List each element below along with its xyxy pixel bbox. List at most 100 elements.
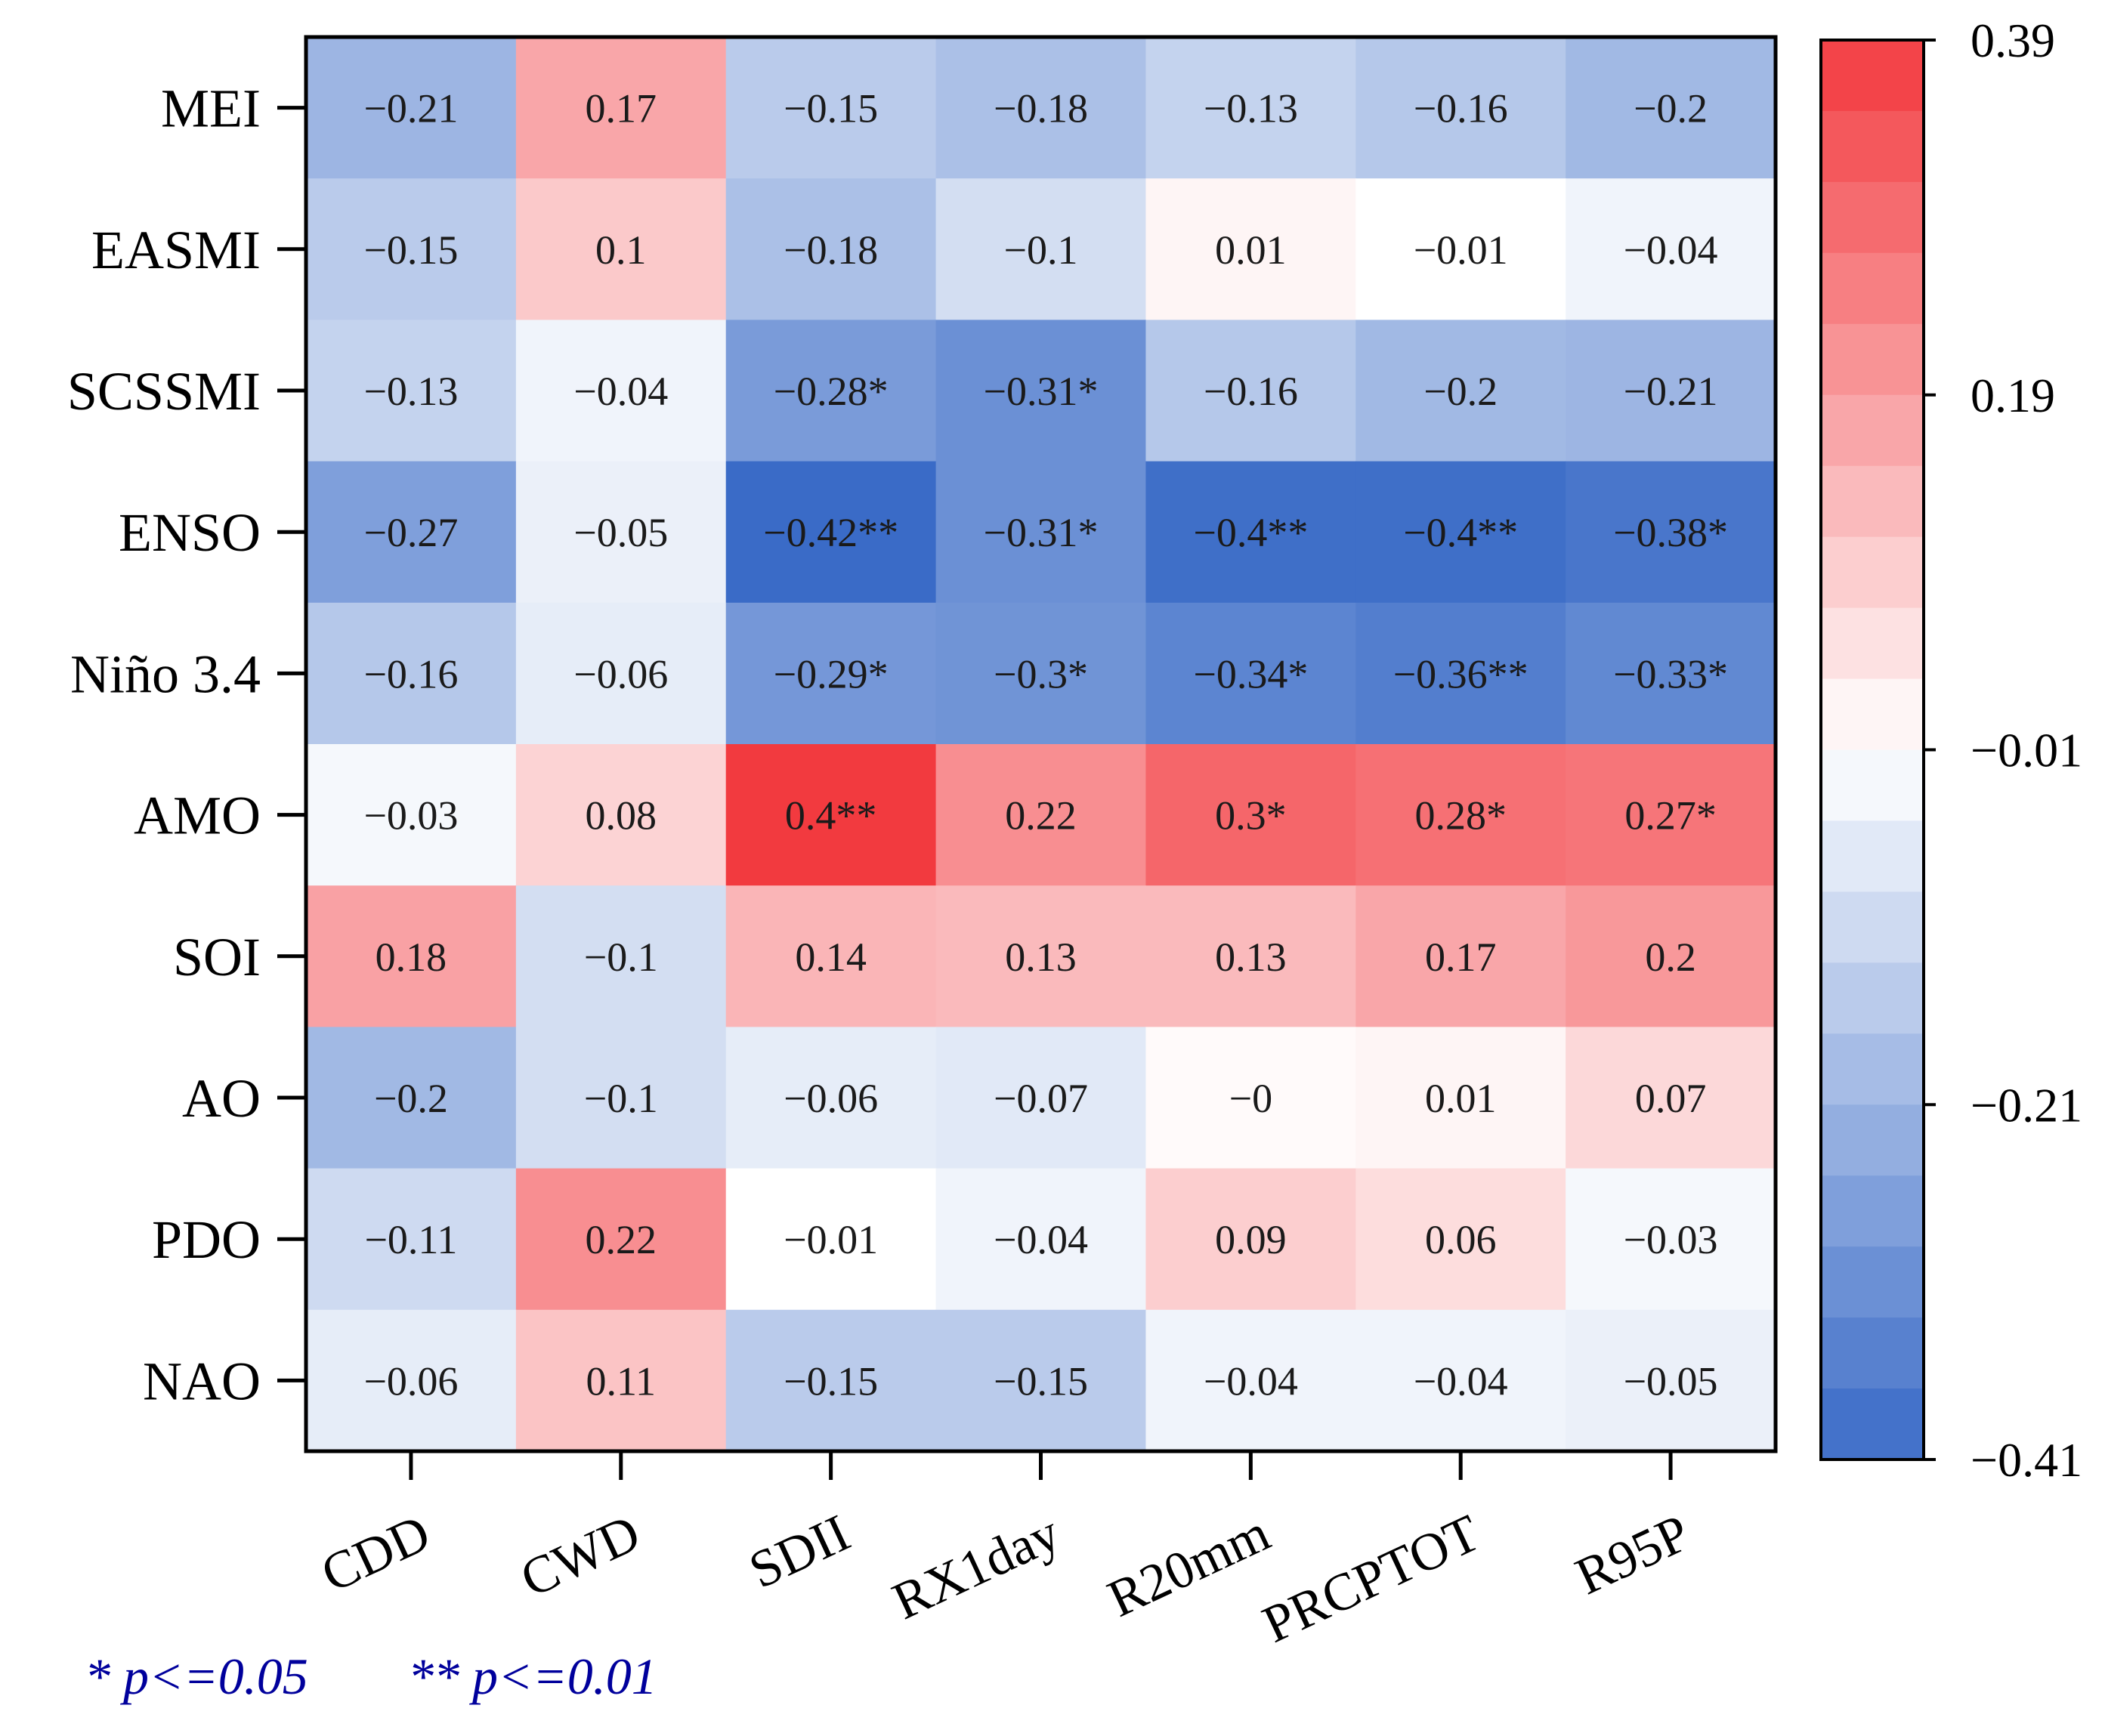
cell-value-label: 0.01 [1425,1076,1497,1121]
colorbar-segment [1821,1317,1924,1389]
x-tick-label: R20mm [1099,1504,1278,1629]
colorbar-segment [1821,891,1924,963]
colorbar-segment [1821,394,1924,467]
heatmap-cell [725,602,937,745]
heatmap-cell [1566,178,1776,320]
cell-value-label: 0.22 [586,1217,657,1262]
cell-value-label: −0.06 [573,651,668,697]
cell-value-label: −0.21 [1624,369,1718,414]
colorbar-segment [1821,536,1924,609]
heatmap-cell [1145,1027,1356,1169]
heatmap-cell [1566,885,1776,1027]
cell-value-label: −0.33* [1613,651,1728,697]
heatmap-cell [935,1027,1147,1169]
heatmap-cell [1355,320,1566,462]
y-tick-label: ENSO [119,502,261,563]
heatmap-cell [935,37,1147,179]
cell-value-label: 0.09 [1215,1217,1287,1262]
heatmap-cell [1355,744,1566,886]
cell-value-label: −0.2 [374,1076,448,1121]
heatmap-cell [1145,744,1356,886]
cell-value-label: −0.05 [1624,1358,1718,1404]
cell-value-label: −0.15 [363,227,458,273]
heatmap-cell [306,37,517,179]
y-tick-label: AMO [134,786,261,846]
heatmap-cell [1145,602,1356,745]
cell-value-label: −0.34* [1193,651,1308,697]
colorbar: 0.39 0.19 −0.01 −0.21 −0.41 [1819,14,2082,1487]
significance-note-double: ** p<=0.01 [408,1648,657,1705]
cell-value-label: 0.11 [586,1358,657,1404]
heatmap-cell [935,1309,1147,1452]
heatmap-cell [306,1309,517,1452]
heatmap-cell [935,744,1147,886]
heatmap-cell [1566,744,1776,886]
cell-value-label: −0.03 [363,793,458,839]
heatmap-cell [725,885,937,1027]
cell-value-label: −0.16 [1204,369,1298,414]
x-tick-label: CWD [512,1504,649,1609]
heatmap-cell [1566,1168,1776,1311]
y-tick-label: EASMI [91,220,261,280]
significance-note-single: * p<=0.05 [85,1648,308,1705]
cell-value-label: −0.4** [1193,510,1308,555]
cell-value-label: −0.2 [1634,86,1708,131]
cell-value-label: −0.11 [364,1217,457,1262]
cell-value-label: −0.29* [774,651,889,697]
heatmap-cell [515,1027,727,1169]
heatmap-cell [1355,178,1566,320]
cell-value-label: −0.31* [984,369,1099,414]
cell-value-label: 0.28* [1414,793,1507,839]
cell-value-label: −0.15 [784,86,878,131]
cell-value-label: 0.13 [1005,934,1077,980]
heatmap-cell [1566,320,1776,462]
colorbar-segment [1821,1104,1924,1176]
heatmap-cell [1355,602,1566,745]
y-tick-label: AO [182,1068,261,1129]
heatmap-cell [1566,37,1776,179]
heatmap-cell [306,178,517,320]
cell-value-label: 0.01 [1215,227,1287,273]
cell-value-label: −0.38* [1613,510,1728,555]
heatmap-cell [725,1168,937,1311]
heatmap-cell [725,178,937,320]
colorbar-segment [1821,1175,1924,1247]
significance-note: * p<=0.05 ** p<=0.01 [85,1648,657,1705]
cell-value-label: −0.03 [1624,1217,1718,1262]
cell-value-label: −0.04 [1414,1358,1508,1404]
heatmap-cell [515,885,727,1027]
heatmap-cell [306,744,517,886]
cell-value-label: −0.04 [1204,1358,1298,1404]
heatmap-cell [515,461,727,604]
cell-value-label: −0.21 [363,86,458,131]
heatmap-cell [515,37,727,179]
cell-value-label: −0.28* [774,369,889,414]
cell-value-label: −0.04 [573,369,668,414]
heatmap-cell [1355,37,1566,179]
x-tick-label: RX1day [884,1504,1068,1631]
heatmap-cell [306,602,517,745]
cell-value-label: −0.42** [763,510,898,555]
heatmap-cell [935,1168,1147,1311]
x-tick-label: CDD [313,1504,438,1604]
cell-value-label: 0.14 [795,934,867,980]
x-tick-label: PRCPTOT [1254,1504,1488,1654]
heatmap-cell [1566,1027,1776,1169]
heatmap-cell [306,461,517,604]
cell-value-label: 0.2 [1645,934,1696,980]
x-tick-label: SDII [741,1504,859,1600]
cell-value-label: −0.1 [584,1076,658,1121]
colorbar-segment [1821,1388,1924,1460]
colorbar-segment [1821,678,1924,751]
cell-value-label: −0.04 [1624,227,1718,273]
colorbar-segment [1821,607,1924,680]
cell-value-label: −0 [1229,1076,1272,1121]
cell-value-label: −0.15 [994,1358,1088,1404]
colorbar-segment [1821,40,1924,112]
heatmap-cell [725,461,937,604]
heatmap-cell [515,1168,727,1311]
heatmap-cell [725,37,937,179]
colorbar-tick-label: 0.19 [1971,369,2055,422]
heatmap-cell [515,1309,727,1452]
